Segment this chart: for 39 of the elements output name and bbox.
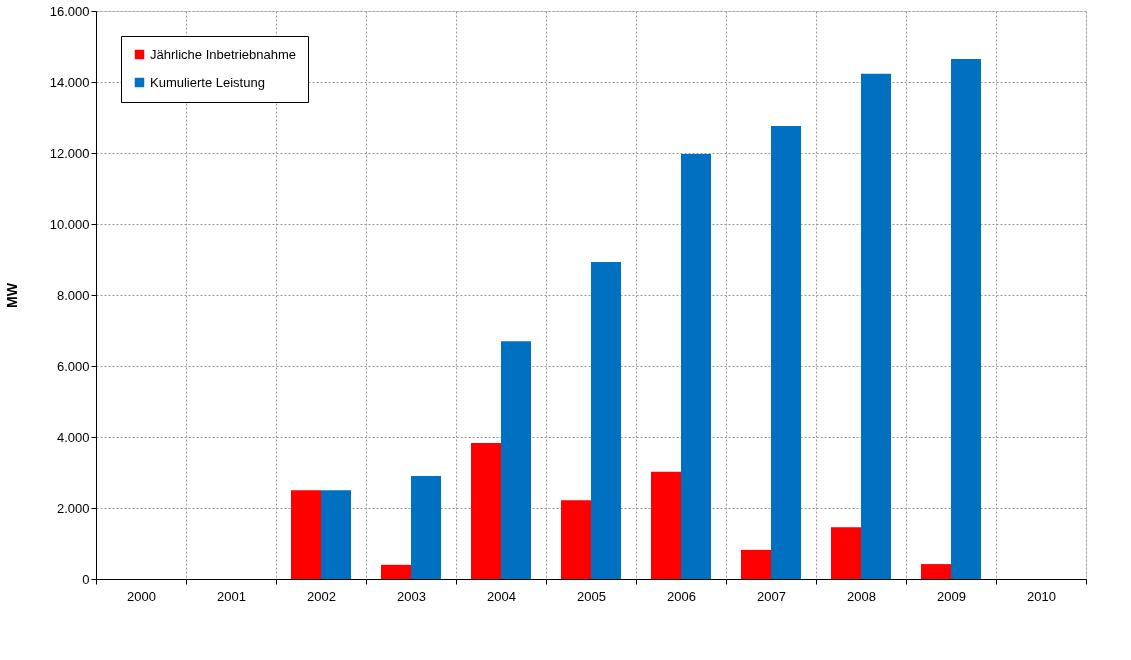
y-tick-label: 4.000 [56, 429, 90, 445]
y-tick-label: 12.000 [49, 145, 90, 161]
x-tick-label: 2005 [577, 588, 606, 604]
bar [411, 476, 441, 579]
y-tick-label: 2.000 [56, 500, 90, 516]
x-tick-label: 2009 [937, 588, 966, 604]
legend-label: Jährliche Inbetriebnahme [150, 46, 296, 62]
x-tick-label: 2004 [487, 588, 516, 604]
y-tick-label: 16.000 [49, 3, 90, 19]
x-tick-label: 2001 [217, 588, 246, 604]
y-tick-label: 14.000 [49, 74, 90, 90]
bar [861, 73, 891, 579]
bar [591, 261, 621, 579]
y-tick-label: 8.000 [56, 287, 90, 303]
x-tick-label: 2010 [1027, 588, 1056, 604]
x-tick-label: 2008 [847, 588, 876, 604]
x-tick-label: 2007 [757, 588, 786, 604]
bar [831, 527, 861, 579]
y-axis-title: MW [3, 282, 20, 308]
bar [741, 549, 771, 579]
y-tick-label: 0 [82, 571, 90, 587]
x-tick-label: 2003 [397, 588, 426, 604]
x-tick-label: 2002 [307, 588, 336, 604]
bar [561, 500, 591, 579]
bar [681, 154, 711, 579]
bar [321, 490, 351, 579]
bar [381, 564, 411, 579]
bar [291, 490, 321, 579]
bar [921, 564, 951, 579]
legend-label: Kumulierte Leistung [150, 74, 265, 90]
bar [951, 58, 981, 579]
x-tick-label: 2000 [127, 588, 156, 604]
y-tick-label: 6.000 [56, 358, 90, 374]
bar [771, 126, 801, 579]
y-tick-label: 10.000 [49, 216, 90, 232]
bar [471, 443, 501, 579]
bar [651, 471, 681, 579]
x-tick-label: 2006 [667, 588, 696, 604]
bar [501, 341, 531, 579]
